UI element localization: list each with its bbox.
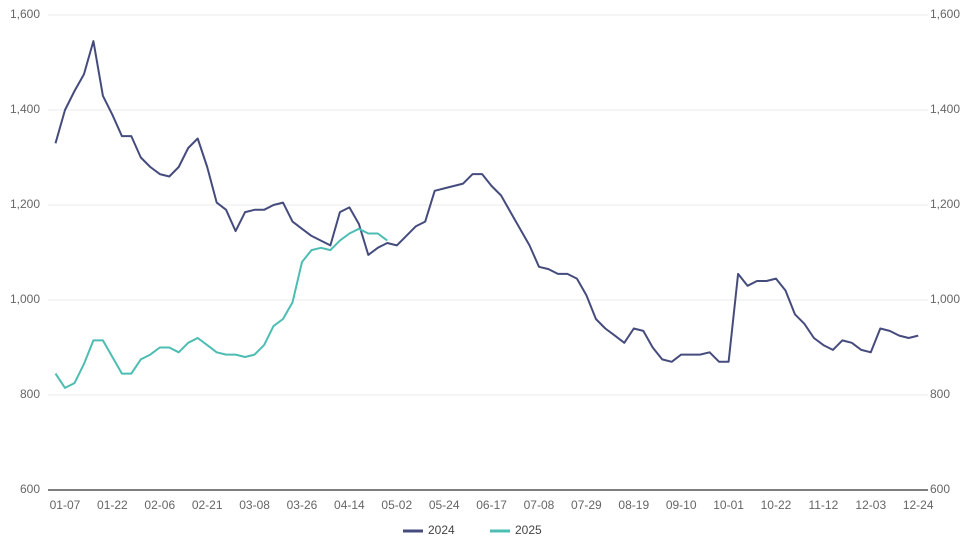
x-tick-label: 12-24 (903, 498, 934, 512)
x-tick-label: 12-03 (855, 498, 886, 512)
y2-tick-label: 1,000 (930, 292, 960, 306)
y2-tick-label: 1,200 (930, 197, 960, 211)
y2-tick-label: 1,400 (930, 102, 960, 116)
y-tick-label: 1,400 (10, 102, 40, 116)
x-tick-label: 03-26 (287, 498, 318, 512)
x-tick-label: 07-08 (524, 498, 555, 512)
x-tick-label: 01-22 (97, 498, 128, 512)
x-tick-label: 11-12 (808, 498, 838, 512)
y-tick-label: 1,000 (10, 292, 40, 306)
x-tick-label: 04-14 (334, 498, 365, 512)
x-tick-label: 02-21 (192, 498, 223, 512)
x-tick-label: 10-22 (761, 498, 792, 512)
x-tick-label: 05-24 (429, 498, 460, 512)
x-tick-label: 07-29 (571, 498, 602, 512)
legend-label: 2025 (515, 523, 542, 537)
y2-tick-label: 1,600 (930, 7, 960, 21)
x-tick-label: 05-02 (381, 498, 412, 512)
series-line (54, 40, 919, 363)
y-tick-label: 1,600 (10, 7, 40, 21)
y-tick-label: 800 (20, 387, 40, 401)
x-tick-label: 10-01 (713, 498, 744, 512)
x-tick-label: 08-19 (618, 498, 649, 512)
x-tick-label: 01-07 (50, 498, 81, 512)
series-line (54, 227, 388, 389)
x-tick-label: 06-17 (476, 498, 507, 512)
x-tick-label: 09-10 (666, 498, 697, 512)
legend-label: 2024 (428, 523, 455, 537)
x-tick-label: 02-06 (144, 498, 175, 512)
y2-tick-label: 600 (930, 482, 950, 496)
y2-tick-label: 800 (930, 387, 950, 401)
y-tick-label: 600 (20, 482, 40, 496)
y-tick-label: 1,200 (10, 197, 40, 211)
x-tick-label: 03-08 (239, 498, 270, 512)
